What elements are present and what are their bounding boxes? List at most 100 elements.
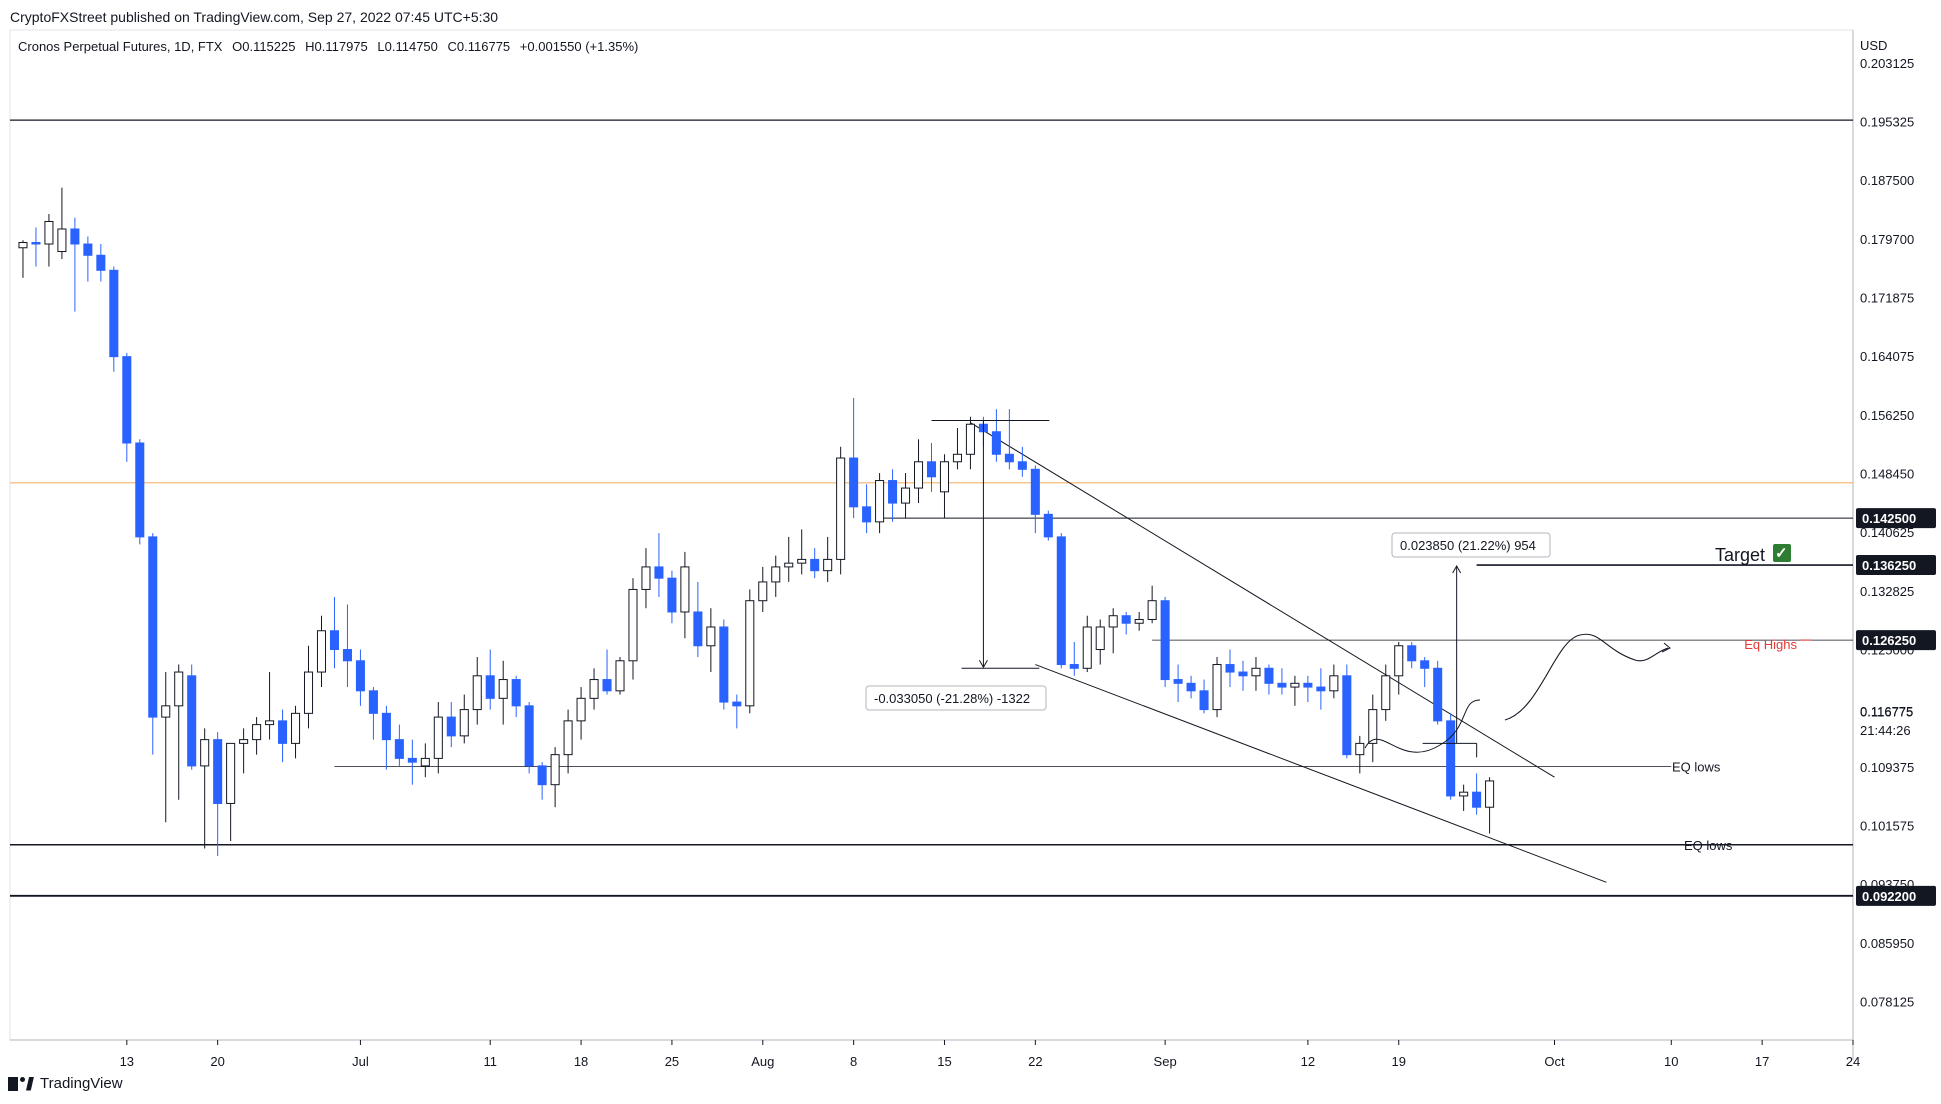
candle-body xyxy=(291,712,301,744)
candle-body xyxy=(1056,536,1066,666)
candle-body xyxy=(1212,664,1222,711)
candle-body xyxy=(303,671,314,714)
y-tick-label: 0.148450 xyxy=(1860,466,1914,481)
symbol-legend: Cronos Perpetual Futures, 1D, FTX O0.115… xyxy=(18,39,644,54)
y-tick-label: 0.164075 xyxy=(1860,349,1914,364)
candle-body xyxy=(1004,453,1014,463)
y-tick-label: 0.140625 xyxy=(1860,525,1914,540)
candle-body xyxy=(342,649,352,662)
measure-down-arrowhead xyxy=(978,660,988,669)
candle-body xyxy=(771,566,781,583)
price-badge-label: 0.092200 xyxy=(1862,889,1916,904)
candle-body xyxy=(265,720,275,726)
currency-label: USD xyxy=(1860,38,1887,53)
candle-body xyxy=(667,577,677,613)
ohlc-high: H0.117975 xyxy=(305,39,368,54)
x-tick-label: 24 xyxy=(1846,1054,1860,1069)
x-tick-label: 15 xyxy=(937,1054,951,1069)
candle-body xyxy=(654,566,664,579)
candle-body xyxy=(148,536,158,718)
publisher-line: CryptoFXStreet published on TradingView.… xyxy=(10,9,499,25)
candle-body xyxy=(1108,615,1118,628)
candle-body xyxy=(745,600,755,707)
tradingview-logo-icon xyxy=(8,1076,34,1091)
candle-body xyxy=(810,558,820,572)
candle-body xyxy=(1355,742,1365,756)
measure-up-arrowhead xyxy=(1452,565,1462,574)
candle-body xyxy=(589,679,599,699)
candle-body xyxy=(368,690,378,714)
x-tick-label: 13 xyxy=(120,1054,134,1069)
candle-body xyxy=(252,724,262,741)
price-badge-label: 0.136250 xyxy=(1862,558,1916,573)
horizontal-levels xyxy=(10,119,1853,897)
symbol-title[interactable]: Cronos Perpetual Futures, 1D, FTX xyxy=(18,39,223,54)
y-tick-label: 0.109375 xyxy=(1860,760,1914,775)
price-badge xyxy=(1856,508,1936,529)
candle-body xyxy=(407,757,417,763)
candle-body xyxy=(1420,660,1430,669)
candle-body xyxy=(226,742,236,804)
candle-body xyxy=(913,461,924,489)
bottom-curve xyxy=(1364,699,1481,753)
target-check-glyph: ✓ xyxy=(1775,545,1788,562)
candle-body xyxy=(109,269,119,358)
candle-body xyxy=(83,243,93,256)
candle-body xyxy=(1225,664,1235,673)
measure-down-label: -0.033050 (-21.28%) -1322 xyxy=(874,691,1030,706)
candle-body xyxy=(394,739,404,759)
eq-lows-label-lower: EQ lows xyxy=(1684,838,1733,853)
candle-body xyxy=(278,720,288,744)
x-tick-label: 10 xyxy=(1664,1054,1678,1069)
candle-body xyxy=(641,566,651,590)
projected-arrowhead xyxy=(1661,642,1671,653)
candle-body xyxy=(797,558,807,564)
trendlines xyxy=(970,422,1607,883)
candle-body xyxy=(537,765,547,786)
candle-body xyxy=(239,739,249,744)
candle-body xyxy=(1446,720,1456,797)
measure-down-box xyxy=(865,685,1047,711)
price-badge-label: 0.142500 xyxy=(1862,511,1916,526)
candle-body xyxy=(952,453,962,463)
plot-frame xyxy=(9,29,1854,1041)
candle-body xyxy=(680,566,690,613)
candle-body xyxy=(693,611,703,647)
candle-body xyxy=(122,356,132,444)
candle-body xyxy=(187,675,197,767)
target-check-icon xyxy=(1773,544,1791,562)
candle-body xyxy=(1290,682,1300,688)
eq-lows-label-upper: EQ lows xyxy=(1672,760,1721,775)
candle-body xyxy=(888,480,898,504)
candle-body xyxy=(44,220,54,245)
candle-body xyxy=(628,588,638,662)
candle-body xyxy=(524,705,534,767)
last-price-label: 0.116775 xyxy=(1860,704,1913,719)
candle-body xyxy=(355,660,365,692)
candle-body xyxy=(1303,682,1313,688)
candle-body xyxy=(1407,645,1417,662)
y-tick-label: 0.203125 xyxy=(1860,56,1914,71)
x-tick-label: Sep xyxy=(1154,1054,1177,1069)
candle-body xyxy=(862,506,872,523)
target-label: Target xyxy=(1715,545,1765,565)
candle-body xyxy=(161,705,171,718)
candle-body xyxy=(1485,780,1495,808)
candle-body xyxy=(420,757,430,767)
candle-body xyxy=(926,461,937,478)
candle-body xyxy=(1329,675,1339,692)
candle-body xyxy=(1082,626,1092,669)
candle-body xyxy=(1069,664,1079,669)
price-badge xyxy=(1856,555,1936,576)
candle-body xyxy=(1368,709,1378,744)
ohlc-close: C0.116775 xyxy=(447,39,511,54)
tradingview-brand[interactable]: TradingView xyxy=(8,1075,123,1092)
y-tick-label: 0.132825 xyxy=(1860,584,1914,599)
price-badge xyxy=(1856,630,1936,651)
candle-body xyxy=(446,716,456,737)
candle-body xyxy=(939,461,950,493)
candle-body xyxy=(576,697,586,722)
x-tick-label: 18 xyxy=(574,1054,588,1069)
candle-body xyxy=(96,254,106,271)
